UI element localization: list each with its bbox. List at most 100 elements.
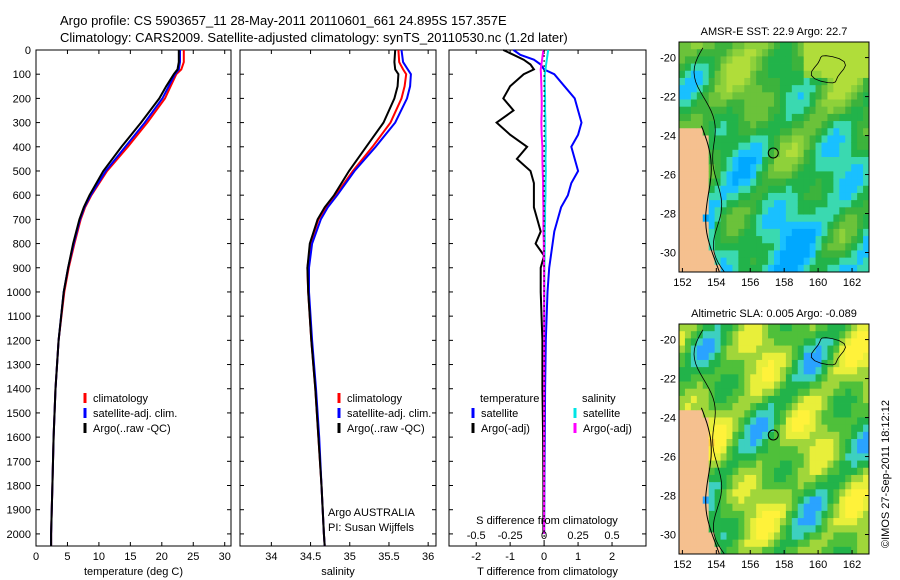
map-cell (756, 56, 763, 64)
map-cell (774, 200, 781, 208)
reef-contour (810, 337, 846, 366)
map-cell (732, 250, 739, 259)
map-cell (785, 257, 793, 266)
series-line-temperature-argo-adj- (495, 49, 546, 534)
map-cell (827, 106, 834, 115)
map-cell (738, 77, 745, 86)
map-cell (720, 539, 727, 548)
map-cell (696, 77, 704, 86)
map-cell (833, 121, 840, 129)
map-cell (738, 99, 745, 108)
map-cell (857, 367, 864, 375)
map-cell (768, 63, 775, 72)
map-cell (785, 431, 793, 440)
map-cell (857, 460, 864, 469)
map-cell (690, 489, 698, 497)
map-cell (679, 200, 686, 208)
map-frame-sla_map (678, 323, 870, 555)
map-cell (833, 207, 840, 215)
map-cell (720, 49, 727, 57)
map-cell (845, 157, 852, 165)
map-cell (803, 99, 811, 108)
map-cell (845, 92, 852, 100)
map-cell (833, 338, 840, 346)
map-cell (839, 331, 846, 339)
map-cell (833, 106, 840, 115)
map-cell (774, 431, 781, 440)
map-cell (696, 410, 704, 418)
map-cell (744, 395, 751, 404)
map-cell (857, 446, 864, 454)
map-cell (797, 149, 805, 158)
map-cell (833, 518, 840, 526)
map-cell (809, 474, 816, 483)
map-cell (803, 374, 811, 382)
map-cell (827, 417, 834, 426)
salinity-diff-tick-label: -0.25 (498, 530, 523, 542)
map-cell (785, 85, 793, 93)
map-cell (839, 157, 846, 165)
map-cell (857, 192, 864, 201)
map-cell (857, 113, 864, 122)
map-cell (785, 99, 793, 108)
map-cell (797, 63, 805, 72)
map-cell (827, 185, 834, 194)
map-cell (815, 352, 822, 361)
map-cell (785, 63, 793, 72)
map-cell (857, 92, 864, 100)
map-cell (762, 510, 769, 519)
map-cell (738, 410, 745, 418)
map-cell (774, 539, 781, 548)
map-cell (750, 257, 757, 266)
map-cell (732, 496, 739, 505)
map-cell (732, 460, 739, 469)
map-cell (690, 85, 698, 93)
map-cell (827, 359, 834, 368)
map-cell (768, 539, 775, 548)
map-cell (720, 482, 727, 490)
map-cell (833, 142, 840, 151)
map-cell (708, 185, 716, 194)
map-cell (720, 467, 727, 476)
map-cell (791, 192, 799, 201)
map-cell (845, 214, 852, 223)
map-cell (690, 532, 698, 541)
map-cell (839, 63, 846, 72)
map-cell (708, 207, 716, 215)
map-cell (690, 236, 698, 244)
map-cell (833, 460, 840, 469)
map-cell (827, 539, 834, 548)
map-cell (750, 70, 757, 79)
map-cell (845, 128, 852, 136)
map-cell (679, 63, 686, 72)
map-cell (809, 106, 816, 115)
map-cell (708, 453, 716, 461)
map-cell (702, 474, 710, 483)
map-cell (863, 403, 870, 411)
map-cell (785, 482, 793, 490)
map-title: AMSR-E SST: 22.9 Argo: 22.7 (701, 26, 848, 38)
map-cell (744, 503, 751, 512)
map-cell (845, 56, 852, 64)
map-cell (756, 431, 763, 440)
map-cell (815, 331, 822, 339)
map-cell (785, 331, 793, 339)
map-cell (809, 374, 816, 382)
map-cell (714, 338, 721, 346)
map-cell (720, 178, 727, 187)
map-cell (815, 417, 822, 426)
map-cell (732, 388, 739, 397)
map-cell (690, 496, 698, 505)
map-cell (863, 331, 870, 339)
map-cell (750, 106, 757, 115)
map-cell (690, 135, 698, 144)
map-cell (756, 525, 763, 533)
map-cell (827, 135, 834, 144)
map-cell (702, 106, 710, 115)
x-tick-label: 10 (93, 551, 105, 563)
map-cell (762, 236, 769, 244)
map-cell (708, 221, 716, 230)
map-cell (779, 417, 787, 426)
map-cell (803, 388, 811, 397)
